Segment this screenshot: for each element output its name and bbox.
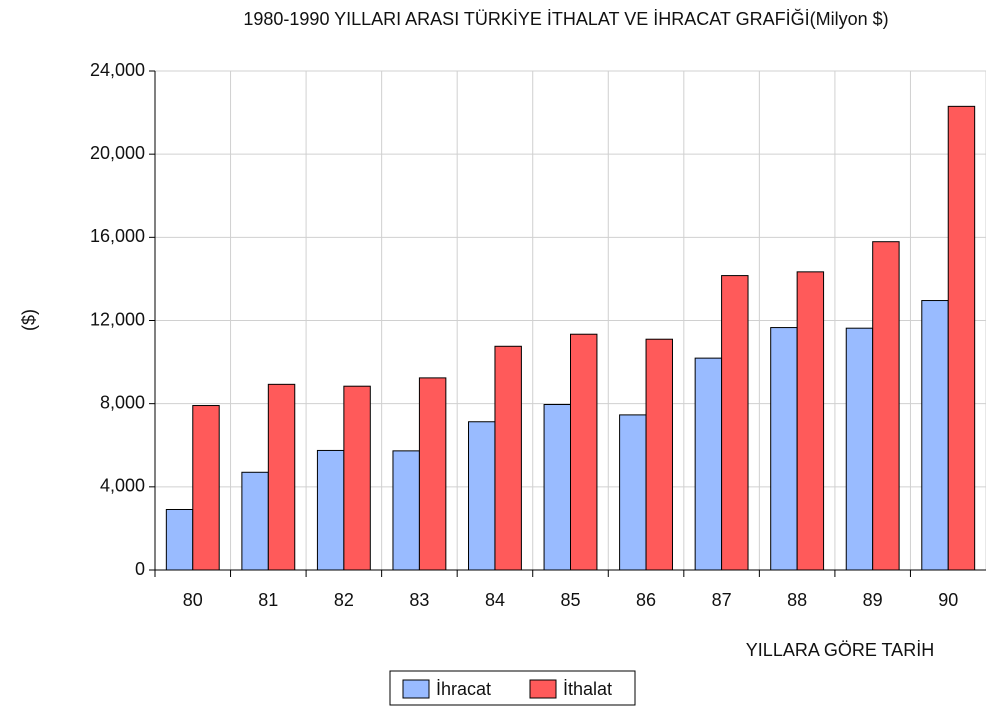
legend-swatch <box>529 679 557 699</box>
x-tick-label: 85 <box>560 590 580 610</box>
y-tick-label: 16,000 <box>90 226 145 246</box>
bar <box>418 377 447 571</box>
x-tick-label: 89 <box>863 590 883 610</box>
bar <box>694 357 723 571</box>
bar <box>721 275 749 571</box>
x-tick-label: 82 <box>334 590 354 610</box>
bar <box>241 471 269 571</box>
legend-label: İthalat <box>563 679 612 699</box>
bar <box>543 403 571 571</box>
bar <box>192 405 220 571</box>
legend-swatch <box>402 679 430 699</box>
x-tick-label: 87 <box>712 590 732 610</box>
bar <box>494 345 522 571</box>
legend-label: İhracat <box>436 679 491 699</box>
x-tick-label: 84 <box>485 590 505 610</box>
bar <box>947 105 976 571</box>
x-tick-label: 86 <box>636 590 656 610</box>
x-tick-label: 90 <box>938 590 958 610</box>
bar <box>845 327 874 571</box>
bar <box>619 414 647 571</box>
x-axis-label: YILLARA GÖRE TARİH <box>746 640 934 660</box>
bar <box>468 421 496 571</box>
bar <box>343 385 371 571</box>
y-tick-label: 0 <box>135 559 145 579</box>
y-tick-label: 8,000 <box>100 392 145 412</box>
x-tick-label: 83 <box>409 590 429 610</box>
bar <box>570 333 598 571</box>
x-tick-label: 88 <box>787 590 807 610</box>
x-tick-label: 80 <box>183 590 203 610</box>
x-tick-label: 81 <box>258 590 278 610</box>
bar <box>921 300 949 571</box>
bar <box>645 338 673 571</box>
bar <box>872 241 900 571</box>
bar <box>316 449 345 571</box>
chart-title: 1980-1990 YILLARI ARASI TÜRKİYE İTHALAT … <box>243 8 888 29</box>
bar <box>392 450 420 571</box>
bar <box>267 383 296 571</box>
y-tick-label: 20,000 <box>90 143 145 163</box>
y-tick-label: 12,000 <box>90 309 145 329</box>
y-axis-label: ($) <box>19 309 39 331</box>
bar <box>165 508 194 571</box>
y-tick-label: 4,000 <box>100 476 145 496</box>
legend-box <box>389 670 636 706</box>
bar <box>796 271 825 571</box>
y-tick-label: 24,000 <box>90 60 145 80</box>
bar <box>770 327 798 571</box>
